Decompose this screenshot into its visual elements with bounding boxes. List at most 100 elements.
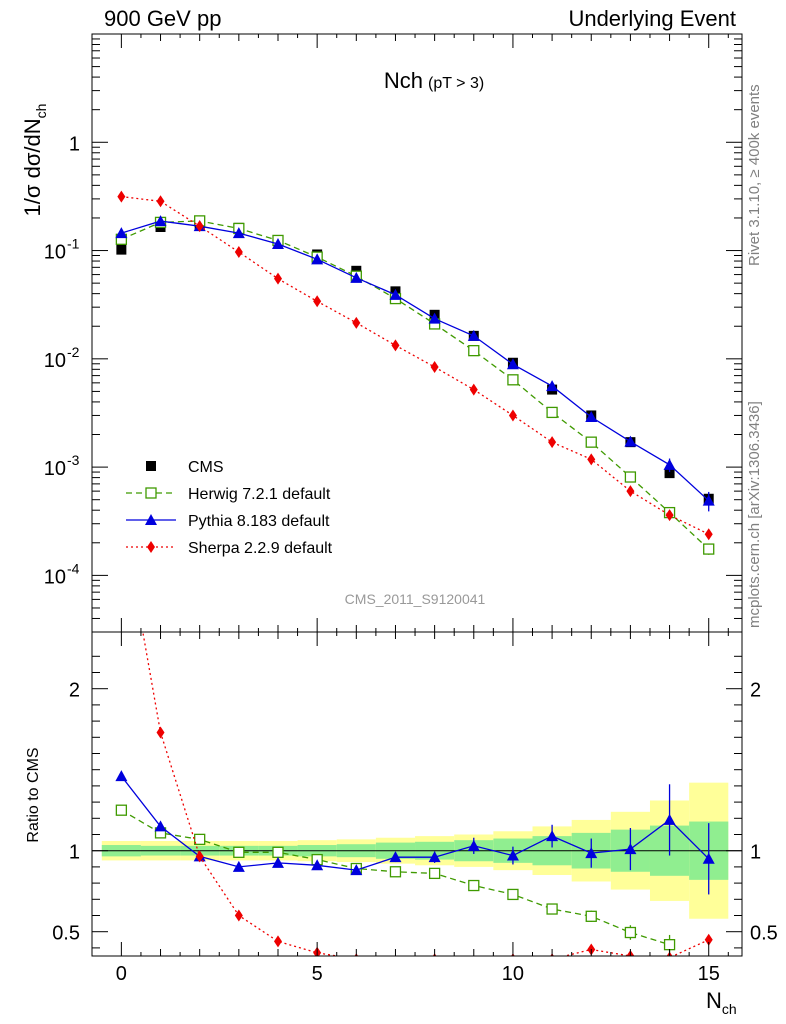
ratio-marker — [585, 847, 598, 859]
plot-title: Nch — [384, 68, 423, 93]
main-marker — [624, 471, 637, 483]
main-y-axis-label: 1/σ dσ/dNch — [20, 104, 49, 217]
main-marker — [232, 227, 245, 239]
ratio-marker — [394, 954, 397, 956]
y-tick-label-exponent: -2 — [67, 344, 80, 360]
ratio-marker — [233, 846, 245, 858]
ratio-marker — [546, 830, 559, 842]
main-marker — [234, 245, 243, 258]
main-marker — [507, 374, 519, 386]
ratio-y-tick-label: 2 — [69, 680, 80, 702]
main-y-axis-label-sub: ch — [33, 104, 49, 119]
x-axis-label: Nch — [706, 988, 737, 1017]
main-marker — [468, 345, 480, 357]
legend-marker — [147, 541, 155, 553]
legend-marker — [145, 487, 157, 499]
ratio-marker — [389, 866, 402, 878]
x-tick-label: 0 — [116, 963, 127, 985]
main-marker — [704, 528, 713, 541]
main-series-diamond — [117, 190, 713, 541]
y-tick-label: 10 — [44, 458, 66, 480]
ratio-marker — [702, 852, 715, 864]
ratio-marker — [234, 909, 243, 922]
main-marker — [116, 244, 127, 255]
plot-title-cut: (pT > 3) — [428, 75, 484, 92]
main-marker — [626, 485, 635, 498]
main-marker — [585, 436, 597, 448]
main-marker — [585, 411, 598, 423]
legend-label: Herwig 7.2.1 default — [188, 486, 331, 503]
main-marker — [664, 468, 675, 479]
ratio-marker — [272, 846, 284, 858]
y-tick-label: 1 — [69, 133, 80, 155]
ratio-marker — [473, 954, 475, 956]
legend: CMS Herwig 7.2.1 default Pythia 8.183 defa… — [126, 459, 333, 557]
ratio-marker — [311, 859, 324, 871]
ratio-marker — [663, 939, 676, 951]
ratio-series-diamond — [142, 632, 713, 956]
ratio-marker — [507, 888, 519, 901]
analysis-watermark: CMS_2011_S9120041 — [345, 591, 486, 607]
ratio-marker — [467, 839, 480, 851]
ratio-frame — [91, 631, 743, 957]
ratio-marker — [428, 867, 441, 880]
main-marker — [115, 227, 128, 239]
y-tick-label-exponent: -1 — [67, 236, 80, 252]
ratio-marker — [546, 903, 558, 915]
y-tick-label: 10 — [44, 566, 66, 588]
main-line — [121, 220, 710, 550]
main-marker — [313, 295, 322, 308]
main-marker — [271, 237, 284, 249]
ratio-marker — [704, 933, 713, 946]
ratio-marker — [194, 833, 206, 846]
ratio-marker — [156, 726, 165, 739]
ratio-y-tick-label: 1 — [69, 842, 80, 864]
ratio-marker — [506, 849, 519, 861]
main-marker — [469, 383, 478, 396]
ratio-y-tick-label-right: 2 — [750, 680, 761, 702]
main-marker — [389, 288, 402, 300]
legend-label: Pythia 8.183 default — [188, 513, 330, 530]
legend-label: CMS — [188, 459, 224, 476]
main-marker — [665, 509, 674, 522]
main-marker — [311, 253, 324, 265]
main-marker — [548, 436, 557, 449]
header-analysis-label: Underlying Event — [568, 6, 736, 31]
main-marker — [430, 361, 439, 374]
ratio-marker — [195, 850, 204, 863]
x-tick-label: 10 — [502, 963, 524, 985]
x-tick-label: 5 — [312, 963, 323, 985]
x-axis-label-sub: ch — [722, 1001, 737, 1017]
main-marker — [467, 329, 480, 341]
main-marker — [350, 271, 363, 283]
ratio-marker — [624, 926, 637, 939]
ratio-marker — [115, 804, 128, 816]
main-marker — [154, 215, 167, 227]
main-marker — [273, 272, 282, 285]
main-marker — [428, 312, 441, 324]
ratio-y-axis-label: Ratio to CMS — [25, 747, 42, 842]
main-marker — [546, 406, 558, 419]
main-series-triangle — [115, 215, 715, 512]
legend-label: Sherpa 2.2.9 default — [188, 540, 333, 557]
y-tick-label: 10 — [44, 350, 66, 372]
ratio-series-triangle — [115, 770, 715, 895]
ratio-marker — [115, 770, 128, 782]
ratio-line — [120, 775, 710, 871]
y-tick-label-exponent: -4 — [67, 560, 80, 576]
main-marker — [546, 380, 559, 392]
main-marker — [587, 453, 596, 466]
legend-marker — [145, 514, 157, 525]
main-line — [121, 195, 709, 535]
ratio-marker — [663, 813, 676, 825]
main-marker — [703, 543, 715, 555]
ratio-marker — [232, 860, 245, 872]
ratio-y-tick-label-right: 1 — [750, 842, 761, 864]
main-marker — [663, 458, 676, 470]
main-marker — [702, 494, 715, 506]
ratio-line — [142, 632, 709, 956]
main-series-open-square — [115, 215, 715, 555]
main-marker — [508, 409, 517, 422]
main-marker — [117, 190, 126, 203]
